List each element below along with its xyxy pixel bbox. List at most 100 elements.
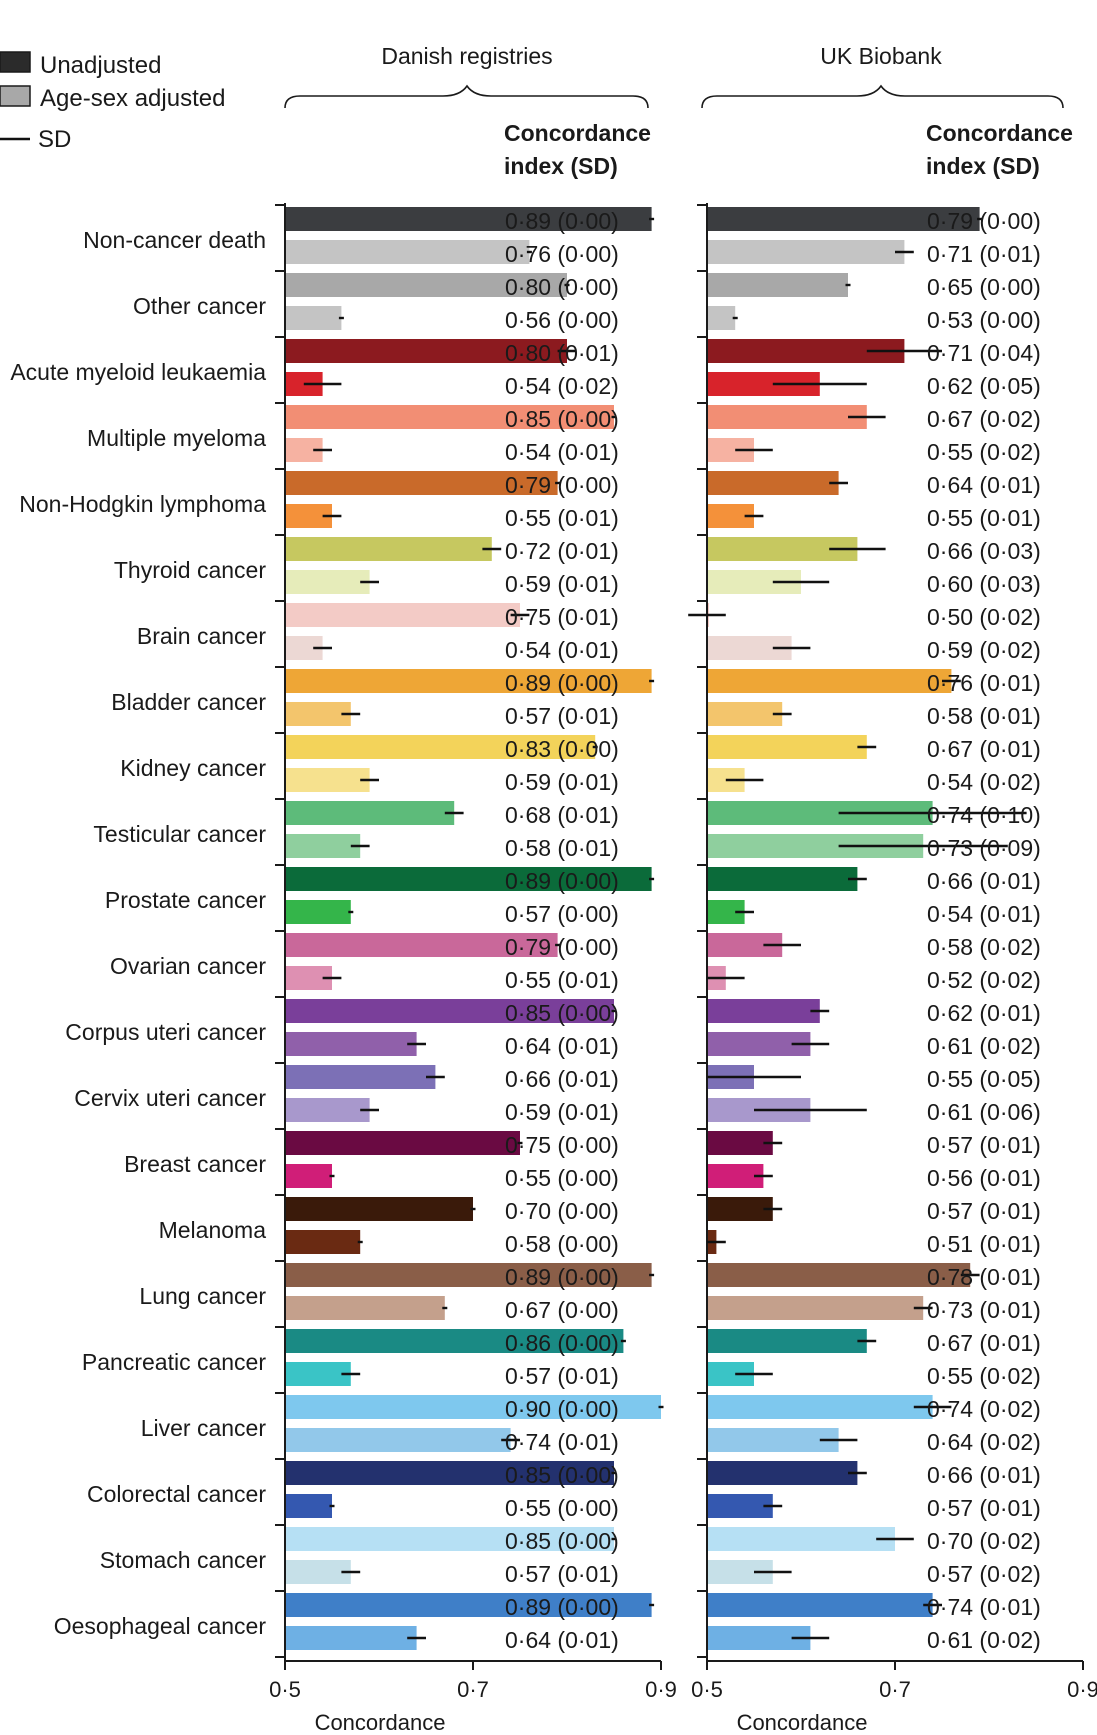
category-label: Non-Hodgkin lymphoma bbox=[19, 491, 266, 517]
concordance-value-ukbiobank: 0·53 (0·00) bbox=[927, 307, 1041, 333]
concordance-value-ukbiobank: 0·59 (0·02) bbox=[927, 637, 1041, 663]
concordance-value-ukbiobank: 0·79 (0·00) bbox=[927, 208, 1041, 234]
x-tick-label-ukbiobank: 0·7 bbox=[879, 1677, 911, 1702]
concordance-value-danish: 0·55 (0·00) bbox=[505, 1495, 619, 1521]
concordance-value-ukbiobank: 0·62 (0·01) bbox=[927, 1000, 1041, 1026]
category-label: Non-cancer death bbox=[83, 227, 266, 253]
concordance-value-ukbiobank: 0·76 (0·01) bbox=[927, 670, 1041, 696]
concordance-value-danish: 0·83 (0·00) bbox=[505, 736, 619, 762]
bar-unadjusted-danish bbox=[286, 1263, 652, 1287]
bar-adjusted-danish bbox=[286, 1494, 332, 1518]
bar-unadjusted-ukbiobank bbox=[708, 1329, 867, 1353]
concordance-value-ukbiobank: 0·58 (0·01) bbox=[927, 703, 1041, 729]
category-label: Brain cancer bbox=[137, 623, 266, 649]
category-label: Liver cancer bbox=[141, 1415, 267, 1441]
concordance-value-danish: 0·67 (0·00) bbox=[505, 1297, 619, 1323]
bar-unadjusted-danish bbox=[286, 1131, 520, 1155]
bar-unadjusted-danish bbox=[286, 405, 614, 429]
concordance-value-danish: 0·64 (0·01) bbox=[505, 1033, 619, 1059]
concordance-value-danish: 0·90 (0·00) bbox=[505, 1396, 619, 1422]
concordance-value-danish: 0·59 (0·01) bbox=[505, 769, 619, 795]
bar-unadjusted-ukbiobank bbox=[708, 1593, 933, 1617]
bar-adjusted-ukbiobank bbox=[708, 240, 905, 264]
category-label: Prostate cancer bbox=[105, 887, 266, 913]
bar-adjusted-danish bbox=[286, 1626, 417, 1650]
concordance-value-danish: 0·85 (0·00) bbox=[505, 1462, 619, 1488]
bar-unadjusted-danish bbox=[286, 339, 567, 363]
concordance-value-danish: 0·55 (0·00) bbox=[505, 1165, 619, 1191]
concordance-value-danish: 0·68 (0·01) bbox=[505, 802, 619, 828]
concordance-value-ukbiobank: 0·57 (0·01) bbox=[927, 1198, 1041, 1224]
bar-adjusted-danish bbox=[286, 1164, 332, 1188]
concordance-value-ukbiobank: 0·67 (0·01) bbox=[927, 1330, 1041, 1356]
concordance-value-ukbiobank: 0·64 (0·02) bbox=[927, 1429, 1041, 1455]
bar-unadjusted-ukbiobank bbox=[708, 735, 867, 759]
bar-adjusted-danish bbox=[286, 1098, 370, 1122]
category-label: Kidney cancer bbox=[120, 755, 266, 781]
concordance-value-ukbiobank: 0·73 (0·09) bbox=[927, 835, 1041, 861]
bar-unadjusted-danish bbox=[286, 999, 614, 1023]
concordance-value-ukbiobank: 0·60 (0·03) bbox=[927, 571, 1041, 597]
panel-brace-danish bbox=[284, 84, 649, 109]
concordance-value-danish: 0·74 (0·01) bbox=[505, 1429, 619, 1455]
concordance-value-danish: 0·86 (0·00) bbox=[505, 1330, 619, 1356]
category-label: Colorectal cancer bbox=[87, 1481, 266, 1507]
bar-adjusted-danish bbox=[286, 306, 342, 330]
concordance-value-danish: 0·70 (0·00) bbox=[505, 1198, 619, 1224]
bar-unadjusted-ukbiobank bbox=[708, 471, 839, 495]
bar-unadjusted-danish bbox=[286, 801, 455, 825]
concordance-value-danish: 0·80 (0·00) bbox=[505, 274, 619, 300]
concordance-value-danish: 0·89 (0·00) bbox=[505, 1264, 619, 1290]
concordance-value-ukbiobank: 0·56 (0·01) bbox=[927, 1165, 1041, 1191]
bar-adjusted-danish bbox=[286, 702, 351, 726]
concordance-value-ukbiobank: 0·54 (0·02) bbox=[927, 769, 1041, 795]
bar-adjusted-danish bbox=[286, 834, 361, 858]
x-tick-label-danish: 0·5 bbox=[269, 1677, 301, 1702]
bar-adjusted-ukbiobank bbox=[708, 1296, 924, 1320]
concordance-value-danish: 0·79 (0·00) bbox=[505, 472, 619, 498]
bar-unadjusted-danish bbox=[286, 669, 652, 693]
concordance-value-ukbiobank: 0·66 (0·03) bbox=[927, 538, 1041, 564]
category-label: Acute myeloid leukaemia bbox=[10, 359, 266, 385]
concordance-value-danish: 0·54 (0·02) bbox=[505, 373, 619, 399]
bar-unadjusted-ukbiobank bbox=[708, 669, 952, 693]
category-label: Breast cancer bbox=[124, 1151, 266, 1177]
bar-adjusted-danish bbox=[286, 900, 351, 924]
bar-unadjusted-danish bbox=[286, 273, 567, 297]
bar-adjusted-danish bbox=[286, 1296, 445, 1320]
concordance-value-danish: 0·89 (0·00) bbox=[505, 1594, 619, 1620]
concordance-value-ukbiobank: 0·66 (0·01) bbox=[927, 1462, 1041, 1488]
bar-unadjusted-danish bbox=[286, 471, 558, 495]
col-header-ukbiobank-line2: index (SD) bbox=[926, 153, 1040, 179]
bar-adjusted-danish bbox=[286, 768, 370, 792]
chart-marks: Non-cancer death Other cancer Acute myeloi… bbox=[10, 203, 1097, 1702]
concordance-value-danish: 0·75 (0·00) bbox=[505, 1132, 619, 1158]
legend-label-unadjusted: Unadjusted bbox=[40, 52, 161, 79]
x-tick-label-ukbiobank: 0·9 bbox=[1067, 1677, 1097, 1702]
concordance-value-ukbiobank: 0·70 (0·02) bbox=[927, 1528, 1041, 1554]
concordance-value-danish: 0·58 (0·00) bbox=[505, 1231, 619, 1257]
bar-adjusted-ukbiobank bbox=[708, 1428, 839, 1452]
concordance-value-ukbiobank: 0·67 (0·01) bbox=[927, 736, 1041, 762]
concordance-value-ukbiobank: 0·54 (0·01) bbox=[927, 901, 1041, 927]
bar-unadjusted-ukbiobank bbox=[708, 1263, 971, 1287]
concordance-value-danish: 0·59 (0·01) bbox=[505, 1099, 619, 1125]
concordance-value-danish: 0·85 (0·00) bbox=[505, 406, 619, 432]
concordance-value-ukbiobank: 0·51 (0·01) bbox=[927, 1231, 1041, 1257]
bar-unadjusted-ukbiobank bbox=[708, 1131, 773, 1155]
x-tick-label-ukbiobank: 0·5 bbox=[691, 1677, 723, 1702]
category-label: Ovarian cancer bbox=[110, 953, 266, 979]
concordance-value-danish: 0·72 (0·01) bbox=[505, 538, 619, 564]
concordance-value-ukbiobank: 0·64 (0·01) bbox=[927, 472, 1041, 498]
bar-unadjusted-danish bbox=[286, 1593, 652, 1617]
legend-label-sd: SD bbox=[38, 126, 71, 153]
x-axis-title-danish: Concordance bbox=[315, 1710, 446, 1735]
concordance-value-ukbiobank: 0·66 (0·01) bbox=[927, 868, 1041, 894]
concordance-value-danish: 0·55 (0·01) bbox=[505, 505, 619, 531]
col-header-ukbiobank-line1: Concordance bbox=[926, 120, 1073, 146]
concordance-value-danish: 0·64 (0·01) bbox=[505, 1627, 619, 1653]
concordance-value-danish: 0·75 (0·01) bbox=[505, 604, 619, 630]
concordance-value-ukbiobank: 0·55 (0·01) bbox=[927, 505, 1041, 531]
legend: Unadjusted Age-sex adjusted SD bbox=[0, 51, 225, 153]
